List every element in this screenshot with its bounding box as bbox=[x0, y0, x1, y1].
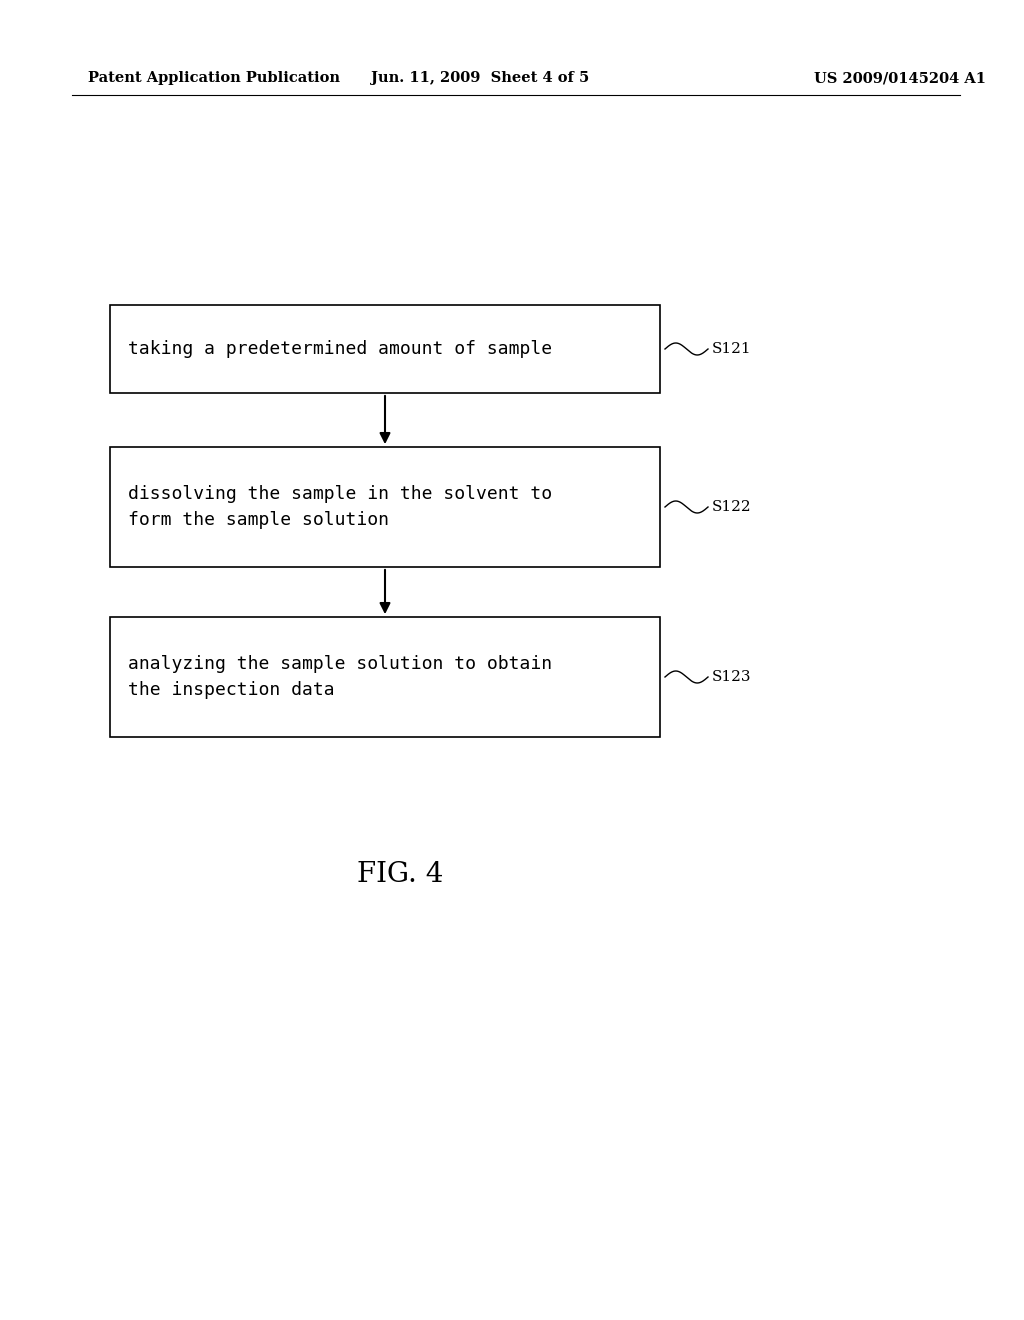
Bar bbox=[110, 616, 660, 737]
Text: S123: S123 bbox=[712, 671, 752, 684]
Bar bbox=[110, 305, 660, 393]
Text: taking a predetermined amount of sample: taking a predetermined amount of sample bbox=[128, 341, 552, 358]
Text: dissolving the sample in the solvent to
form the sample solution: dissolving the sample in the solvent to … bbox=[128, 484, 552, 529]
Text: S122: S122 bbox=[712, 500, 752, 513]
Bar bbox=[110, 447, 660, 568]
Text: analyzing the sample solution to obtain
the inspection data: analyzing the sample solution to obtain … bbox=[128, 655, 552, 700]
Text: US 2009/0145204 A1: US 2009/0145204 A1 bbox=[814, 71, 986, 84]
Text: Patent Application Publication: Patent Application Publication bbox=[88, 71, 340, 84]
Text: FIG. 4: FIG. 4 bbox=[356, 862, 443, 888]
Text: S121: S121 bbox=[712, 342, 752, 356]
Text: Jun. 11, 2009  Sheet 4 of 5: Jun. 11, 2009 Sheet 4 of 5 bbox=[371, 71, 589, 84]
